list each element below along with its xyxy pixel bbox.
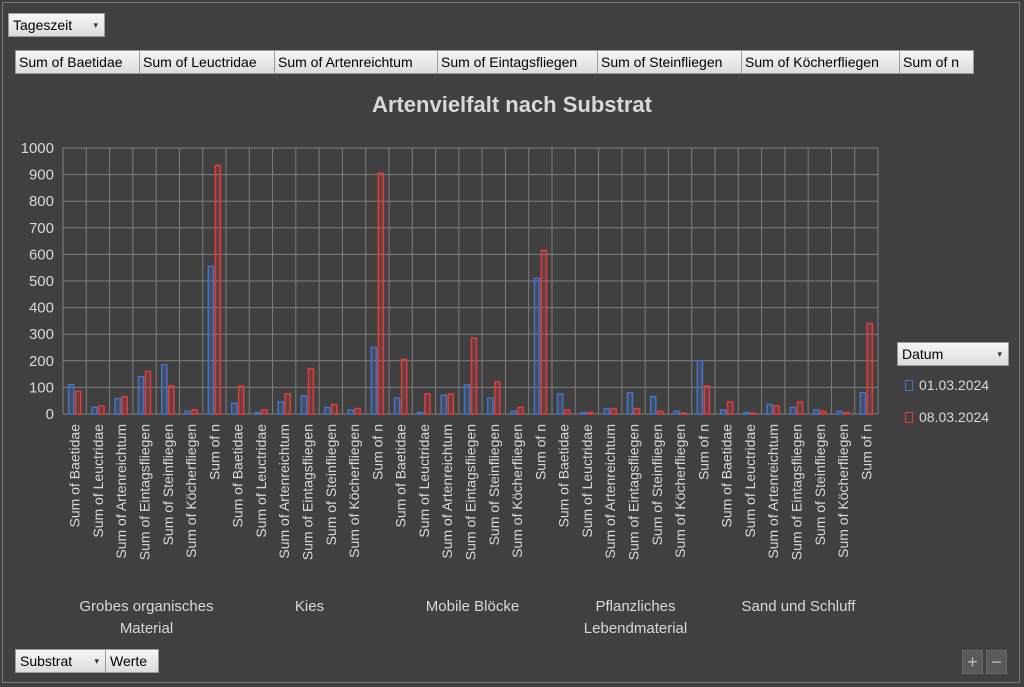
legend-title: Datum: [902, 346, 944, 362]
dropdown-arrow-icon: ▾: [94, 656, 99, 666]
dropdown-arrow-icon: ▾: [93, 20, 98, 30]
plus-icon: +: [967, 652, 978, 672]
value-field-koecherfliegen[interactable]: Sum of Köcherfliegen: [742, 50, 900, 74]
row-field-button[interactable]: Substrat ▾: [15, 649, 106, 673]
minus-icon: −: [991, 652, 1002, 672]
report-filter-button[interactable]: Tageszeit ▾: [8, 13, 105, 37]
report-filter-label: Tageszeit: [13, 17, 73, 33]
legend-item-series1[interactable]: 01.03.2024: [905, 377, 989, 393]
value-field-n[interactable]: Sum of n: [900, 50, 974, 74]
value-field-eintagsfliegen[interactable]: Sum of Eintagsfliegen: [438, 50, 598, 74]
values-label: Werte: [110, 653, 148, 669]
legend-field-button[interactable]: Datum ▾: [897, 342, 1009, 366]
legend-item-series2[interactable]: 08.03.2024: [905, 409, 989, 425]
legend-swatch-blue: [905, 379, 913, 391]
legend-label-series1: 01.03.2024: [919, 377, 990, 393]
value-field-leuctridae[interactable]: Sum of Leuctridae: [140, 50, 275, 74]
values-button[interactable]: Werte: [105, 649, 159, 673]
dropdown-arrow-icon: ▾: [997, 349, 1002, 359]
value-fields-row: Sum of Baetidae Sum of Leuctridae Sum of…: [15, 50, 974, 74]
legend-label-series2: 08.03.2024: [919, 409, 990, 425]
chart-title: Artenvielfalt nach Substrat: [372, 92, 652, 117]
value-field-steinfliegen[interactable]: Sum of Steinfliegen: [598, 50, 742, 74]
legend-swatch-red: [905, 411, 913, 423]
value-field-artenreichtum[interactable]: Sum of Artenreichtum: [275, 50, 438, 74]
zoom-out-button[interactable]: −: [986, 650, 1007, 674]
row-field-label: Substrat: [20, 653, 73, 669]
value-field-baetidae[interactable]: Sum of Baetidae: [15, 50, 140, 74]
zoom-in-button[interactable]: +: [962, 650, 983, 674]
